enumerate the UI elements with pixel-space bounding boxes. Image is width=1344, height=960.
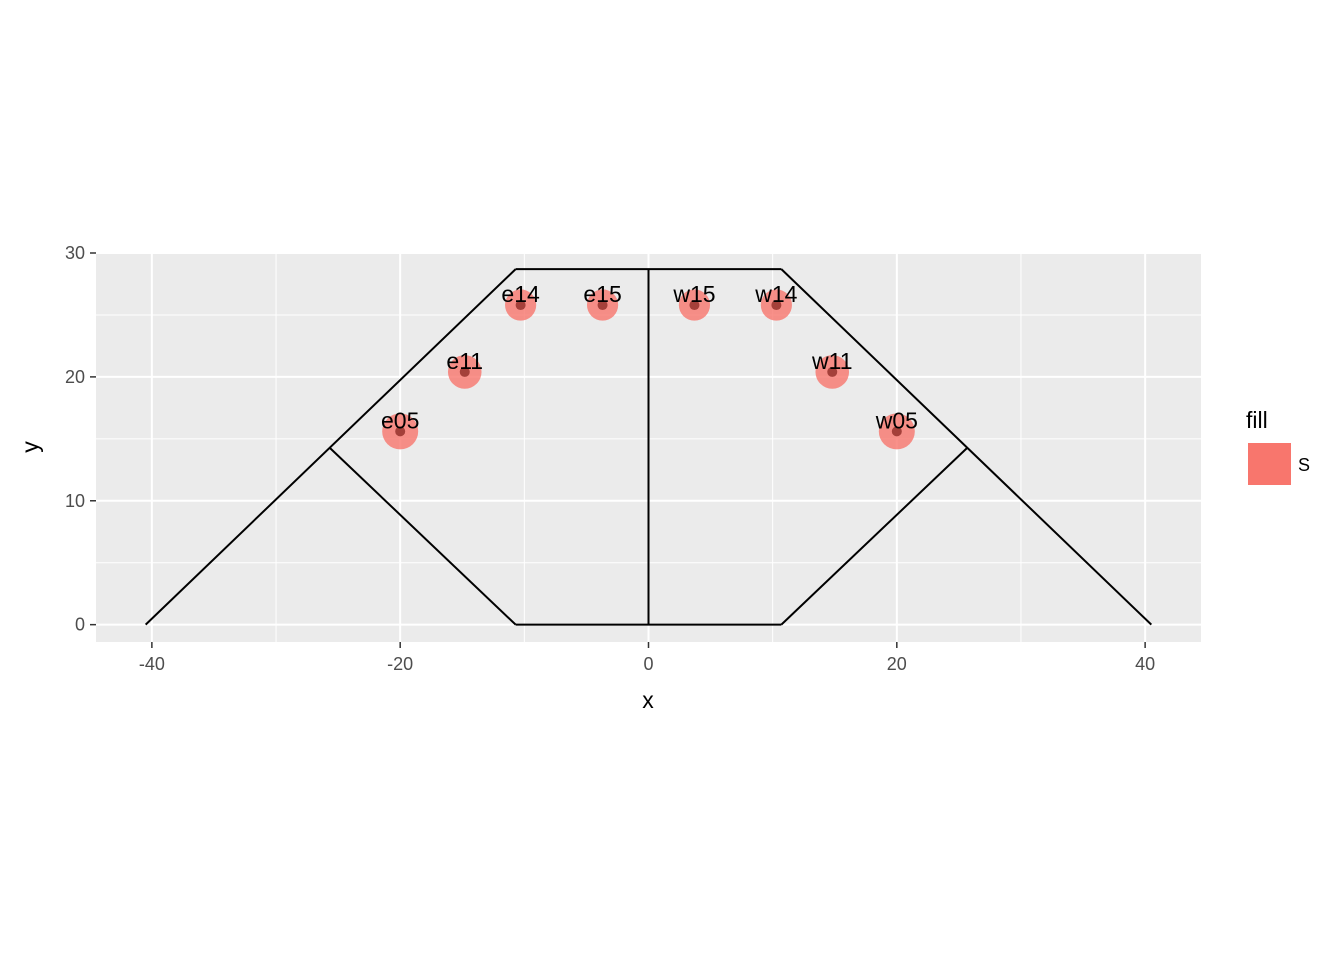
outline-segment — [144, 268, 517, 626]
point-center-w15 — [689, 300, 700, 311]
point-label-w15: w15 — [672, 281, 715, 307]
y-tick-label: 20 — [65, 367, 85, 387]
outline-segment — [328, 446, 517, 626]
point-label-e11: e11 — [446, 348, 483, 374]
legend: fill S — [1246, 407, 1310, 485]
legend-label-s: S — [1298, 455, 1310, 475]
point-center-e15 — [597, 300, 608, 311]
y-axis: 0 10 20 30 — [65, 243, 96, 635]
point-center-w14 — [771, 300, 782, 311]
point-center-e14 — [515, 300, 526, 311]
x-axis: -40 -20 0 20 40 — [139, 642, 1155, 674]
x-tick-label: 0 — [643, 654, 653, 674]
y-tick-label: 10 — [65, 491, 85, 511]
legend-title: fill — [1246, 407, 1268, 433]
point-label-w05: w05 — [875, 407, 918, 433]
point-label-e05: e05 — [381, 407, 419, 433]
x-tick-label: 40 — [1135, 654, 1155, 674]
point-label-e15: e15 — [583, 281, 621, 307]
x-tick-label: 20 — [887, 654, 907, 674]
y-axis-title: y — [17, 441, 43, 453]
field-outline — [144, 268, 1153, 626]
point-label-w11: w11 — [811, 348, 853, 374]
point-label-e14: e14 — [501, 281, 540, 307]
x-tick-label: -40 — [139, 654, 165, 674]
outline-segment — [780, 446, 969, 626]
outline-segment — [780, 268, 1153, 626]
y-tick-label: 30 — [65, 243, 85, 263]
x-axis-title: x — [642, 687, 654, 713]
x-tick-label: -20 — [387, 654, 413, 674]
point-label-w14: w14 — [754, 281, 797, 307]
point-center-w05 — [891, 426, 902, 437]
data-points: e05 e11 e14 e15 w15 w14 w11 w05 — [381, 281, 918, 450]
point-center-w11 — [827, 366, 838, 377]
legend-key-s — [1248, 443, 1291, 485]
point-center-e05 — [395, 426, 406, 437]
y-tick-label: 0 — [75, 615, 85, 635]
point-center-e11 — [459, 366, 470, 377]
